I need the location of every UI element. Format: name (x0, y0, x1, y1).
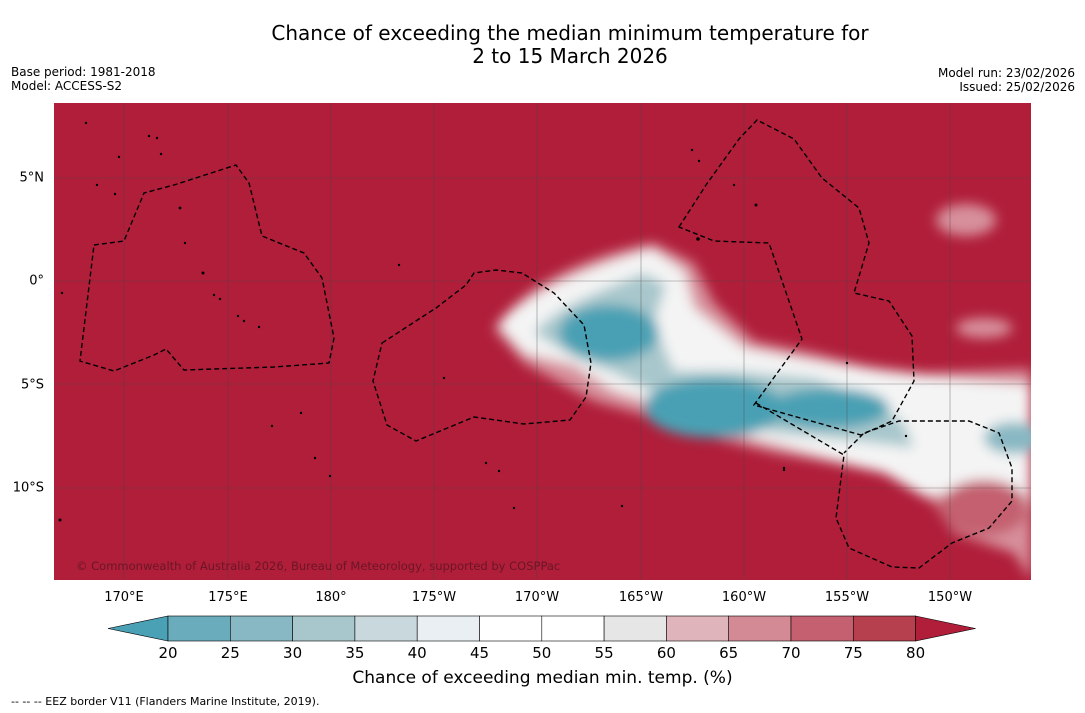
meta-left: Base period: 1981-2018 Model: ACCESS-S2 (11, 65, 156, 93)
colorbar-tick-label: 75 (843, 644, 863, 662)
colorbar-tick-label: 80 (906, 644, 926, 662)
cold-core-west (559, 305, 659, 361)
eez-line-islands (677, 119, 915, 436)
colorbar-label: Chance of exceeding median min. temp. (%… (352, 668, 733, 688)
colorbar (107, 615, 976, 642)
lat-label-10s: 10°S (12, 480, 44, 496)
colorbar-tick-label: 65 (719, 644, 739, 662)
colorbar-swatch (666, 615, 730, 642)
lon-label-160w: 160°W (721, 590, 767, 605)
lon-label-170w: 170°W (514, 590, 560, 605)
model-run-text: Model run: 23/02/2026 (937, 66, 1075, 80)
probability-field (494, 204, 1031, 580)
colorbar-tick-label: 60 (656, 644, 676, 662)
forecast-map: © Commonwealth of Australia 2026, Bureau… (54, 103, 1031, 580)
colorbar-tick-label: 30 (283, 644, 303, 662)
colorbar-swatch (479, 615, 543, 642)
issued-date-text: Issued: 25/02/2026 (959, 80, 1075, 94)
colorbar-swatch (167, 615, 231, 642)
model-name-text: Model: ACCESS-S2 (11, 79, 123, 93)
colorbar-tick-label: 55 (594, 644, 614, 662)
cold-core-far-east (984, 422, 1031, 454)
title-line-2: 2 to 15 March 2026 (472, 44, 668, 68)
lon-label-150w: 150°W (927, 590, 973, 605)
colorbar-swatch (354, 615, 418, 642)
colorbar-extension-low (107, 615, 169, 642)
graticule (54, 103, 1031, 580)
eez-borders (79, 119, 1013, 569)
lon-label-175e: 175°E (208, 590, 248, 605)
eez-cook-islands (755, 402, 1013, 569)
copyright-text: © Commonwealth of Australia 2026, Bureau… (76, 559, 560, 573)
lon-label-175w: 175°W (411, 590, 457, 605)
colorbar-swatch (790, 615, 854, 642)
title-line-1: Chance of exceeding the median minimum t… (271, 21, 869, 45)
islands (58, 121, 908, 522)
colorbar-swatch (230, 615, 293, 642)
lon-label-180: 180° (315, 590, 347, 605)
colorbar-tick-label: 50 (532, 644, 552, 662)
colorbar-swatch (416, 615, 480, 642)
lat-label-5n: 5°N (19, 170, 45, 186)
pink-patch-ne (936, 204, 996, 236)
colorbar-extension-high (915, 615, 976, 642)
lon-label-170e: 170°E (104, 590, 144, 605)
base-period-text: Base period: 1981-2018 (11, 65, 156, 79)
colorbar-tick-label: 25 (220, 644, 240, 662)
colorbar-swatch (728, 615, 792, 642)
lat-label-5s: 5°S (20, 377, 44, 393)
colorbar-swatch (603, 615, 667, 642)
colorbar-tick-label: 70 (781, 644, 801, 662)
map-title: Chance of exceeding the median minimum t… (0, 22, 1085, 68)
colorbar-swatch (541, 615, 605, 642)
lon-label-155w: 155°W (824, 590, 870, 605)
colorbar-swatch (852, 615, 916, 642)
lat-label-0: 0° (29, 273, 44, 289)
colorbar-swatch (292, 615, 356, 642)
lon-label-165w: 165°W (618, 590, 664, 605)
pink-patch-se (939, 480, 1029, 536)
eez-kiribati-gilbert (79, 164, 335, 372)
colorbar-tick-label: 40 (407, 644, 427, 662)
meta-right: Model run: 23/02/2026 Issued: 25/02/2026 (938, 66, 1075, 94)
colorbar-tick-label: 20 (158, 644, 178, 662)
pink-patch-e (956, 318, 1012, 338)
colorbar-tick-label: 35 (345, 644, 365, 662)
cold-core-central (644, 378, 784, 438)
colorbar-tick-label: 45 (469, 644, 490, 662)
eez-footnote: -- -- -- EEZ border V11 (Flanders Marine… (11, 695, 320, 708)
colorbar-swatches (107, 615, 976, 642)
